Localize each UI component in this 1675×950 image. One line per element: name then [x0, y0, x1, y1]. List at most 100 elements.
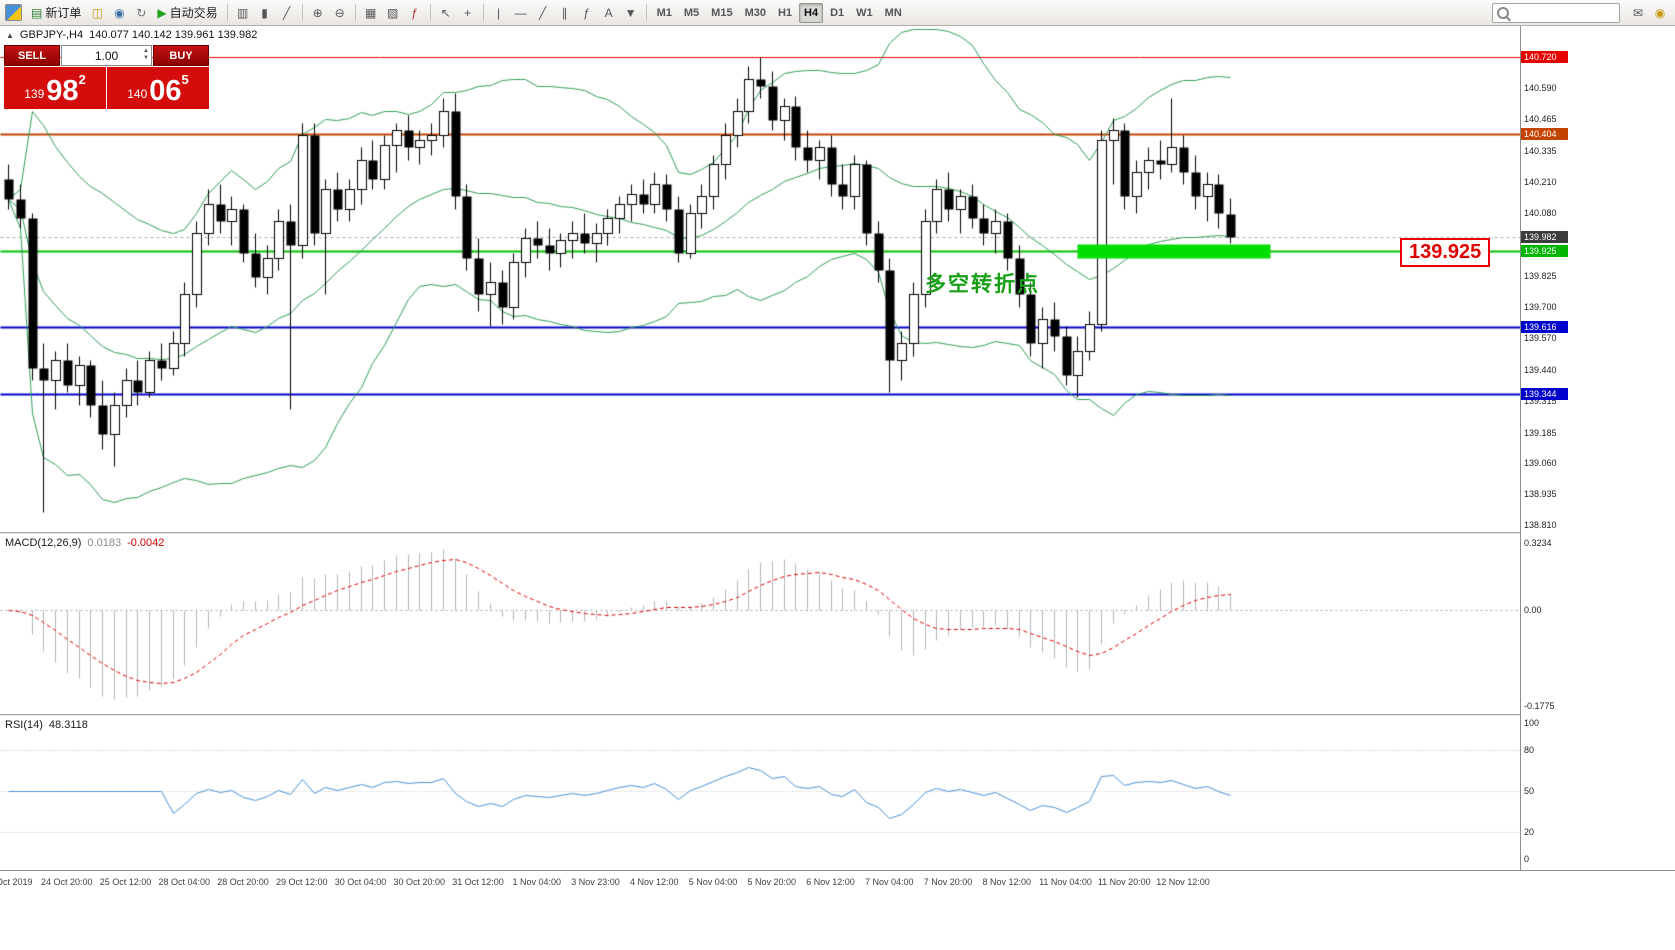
price-axis-label: 140.465 [1524, 114, 1557, 124]
rsi-axis-label: 20 [1524, 827, 1535, 837]
price-axis-label: 139.185 [1524, 428, 1557, 438]
horizontal-line-icon[interactable]: — [511, 3, 531, 23]
sell-button[interactable]: SELL [4, 45, 60, 66]
zoom-in-icon[interactable]: ⊕ [308, 3, 328, 23]
price-axis-label: 139.315 [1524, 396, 1557, 406]
new-order-button-label: 新订单 [45, 6, 82, 20]
tile-windows-icon[interactable]: ▦ [361, 3, 381, 23]
time-axis-label: 6 Nov 12:00 [806, 877, 855, 887]
price-axis-label: 140.590 [1524, 83, 1557, 93]
sell-price-prefix: 139 [24, 87, 45, 101]
time-axis-label: 5 Nov 04:00 [688, 877, 738, 887]
sell-price-box[interactable]: 139 98 2 [4, 67, 106, 109]
toolbar-separator [482, 4, 484, 21]
collapse-icon[interactable]: ▲ [6, 30, 14, 40]
line-chart-icon: ╱ [282, 5, 291, 20]
timeframe-m5-button[interactable]: M5 [683, 6, 700, 19]
time-axis-label: 25 Oct 12:00 [99, 877, 152, 887]
rsi-chart-canvas[interactable] [0, 716, 1520, 870]
fibonacci-icon: ƒ [583, 5, 590, 20]
macd-axis-max: 0.3234 [1524, 538, 1552, 548]
bars-chart-icon[interactable]: ▥ [233, 3, 253, 23]
price-axis[interactable]: 140.590 140.465 140.335 140.210 140.080 139.8… [1520, 26, 1569, 870]
sell-price-sup: 2 [78, 72, 86, 87]
buy-button[interactable]: BUY [153, 45, 209, 66]
time-axis-label: 5 Nov 20:00 [747, 877, 797, 887]
chat-icon[interactable]: ✉ [1632, 5, 1644, 20]
timeframe-mn-button[interactable]: MN [884, 6, 902, 19]
timeframe-d1-button[interactable]: D1 [830, 6, 845, 19]
toolbar-separator [301, 4, 303, 21]
timeframe-m1-button[interactable]: M1 [656, 6, 672, 19]
timeframe-m30-button[interactable]: M30 [744, 6, 766, 19]
search-input[interactable] [1513, 5, 1607, 20]
rsi-axis-label: 80 [1524, 745, 1535, 755]
cursor-icon: ↖ [440, 5, 451, 20]
timeframe-h1-button[interactable]: H1 [777, 6, 793, 19]
pane-splitter[interactable] [0, 532, 1568, 534]
line-chart-icon[interactable]: ╱ [277, 3, 297, 23]
equidistant-channel-icon[interactable]: ∥ [555, 3, 575, 23]
lot-size-field[interactable]: 1.00 ▲ ▼ [61, 45, 152, 66]
zoom-out-icon[interactable]: ⊖ [330, 3, 350, 23]
time-axis-label: 31 Oct 12:00 [452, 877, 504, 887]
macd-name: MACD(12,26,9) [5, 537, 82, 549]
app-icon [5, 4, 22, 21]
trendline-icon: ╱ [538, 5, 547, 20]
charts-window-icon[interactable]: ◫ [87, 3, 107, 23]
cursor-icon[interactable]: ↖ [436, 3, 456, 23]
auto-arrange-icon[interactable]: ▧ [383, 3, 403, 23]
price-level-label: 139.616 [1521, 321, 1568, 333]
trendline-icon[interactable]: ╱ [533, 3, 553, 23]
rsi-name: RSI(14) [5, 719, 43, 731]
zoom-out-icon: ⊖ [334, 5, 345, 20]
pane-splitter[interactable] [0, 714, 1568, 716]
time-axis-label: 3 Nov 23:00 [571, 877, 620, 887]
text-label-icon[interactable]: A [599, 3, 619, 23]
text-label-icon: A [604, 5, 613, 20]
macd-axis-zero: 0.00 [1524, 605, 1542, 615]
arrow-tools-icon[interactable]: ▼ [621, 3, 641, 23]
timeframe-h4-button[interactable]: H4 [799, 2, 824, 23]
price-pane: ▲ GBPJPY-,H4 140.077 140.142 139.961 139… [0, 26, 1520, 532]
toolbar-separator [429, 4, 431, 21]
charts-window-icon: ◫ [91, 5, 104, 20]
timeframe-w1-button[interactable]: W1 [856, 6, 873, 19]
candlestick-chart-icon[interactable]: ▮ [255, 3, 275, 23]
turning-point-annotation: 多空转折点 [925, 273, 1040, 296]
price-level-label: 139.344 [1521, 388, 1568, 400]
price-chart-canvas[interactable] [0, 26, 1520, 532]
lot-spinner[interactable]: ▲ ▼ [143, 48, 149, 62]
buy-price-box[interactable]: 140 06 5 [107, 67, 209, 109]
spin-down-icon[interactable]: ▼ [143, 55, 149, 61]
symbol-ohlc: 140.077 140.142 139.961 139.982 [89, 29, 258, 41]
time-axis-label: 30 Oct 04:00 [334, 877, 387, 887]
spin-up-icon[interactable]: ▲ [143, 48, 149, 54]
alerts-icon[interactable]: ◉ [1654, 5, 1666, 20]
auto-trading-icon: ▶ [157, 5, 167, 20]
auto-trading-button-label: 自动交易 [169, 6, 218, 20]
one-click-trade-panel: SELL 1.00 ▲ ▼ BUY 139 98 2 140 06 5 [4, 45, 209, 109]
toolbar-separator [226, 4, 228, 21]
crosshair-icon[interactable]: + [458, 3, 478, 23]
vertical-line-icon[interactable]: | [489, 3, 509, 23]
time-axis[interactable]: 24 Oct 2019 24 Oct 20:00 25 Oct 12:00 28 Oc… [0, 870, 1675, 901]
buy-price-big: 06 [149, 75, 182, 107]
fibonacci-icon[interactable]: ƒ [577, 3, 597, 23]
macd-chart-canvas[interactable] [0, 534, 1520, 714]
rsi-label: RSI(14) 48.3118 [5, 719, 88, 731]
vertical-line-icon: | [497, 5, 501, 20]
price-level-label: 139.925 [1521, 245, 1568, 257]
time-axis-label: 30 Oct 20:00 [393, 877, 446, 887]
timeframe-m15-button[interactable]: M15 [711, 6, 733, 19]
new-order-button[interactable]: ▤ 新订单 [27, 3, 85, 23]
time-axis-label: 7 Nov 04:00 [864, 877, 914, 887]
price-axis-label: 138.810 [1524, 520, 1557, 530]
profiles-icon[interactable]: ◉ [109, 3, 129, 23]
auto-trading-button[interactable]: ▶ 自动交易 [153, 3, 221, 23]
candlestick-chart-icon: ▮ [261, 5, 268, 20]
refresh-icon[interactable]: ↻ [131, 3, 151, 23]
search-box[interactable] [1492, 2, 1620, 23]
indicators-icon[interactable]: ƒ [405, 3, 425, 23]
price-axis-label: 140.210 [1524, 177, 1557, 187]
